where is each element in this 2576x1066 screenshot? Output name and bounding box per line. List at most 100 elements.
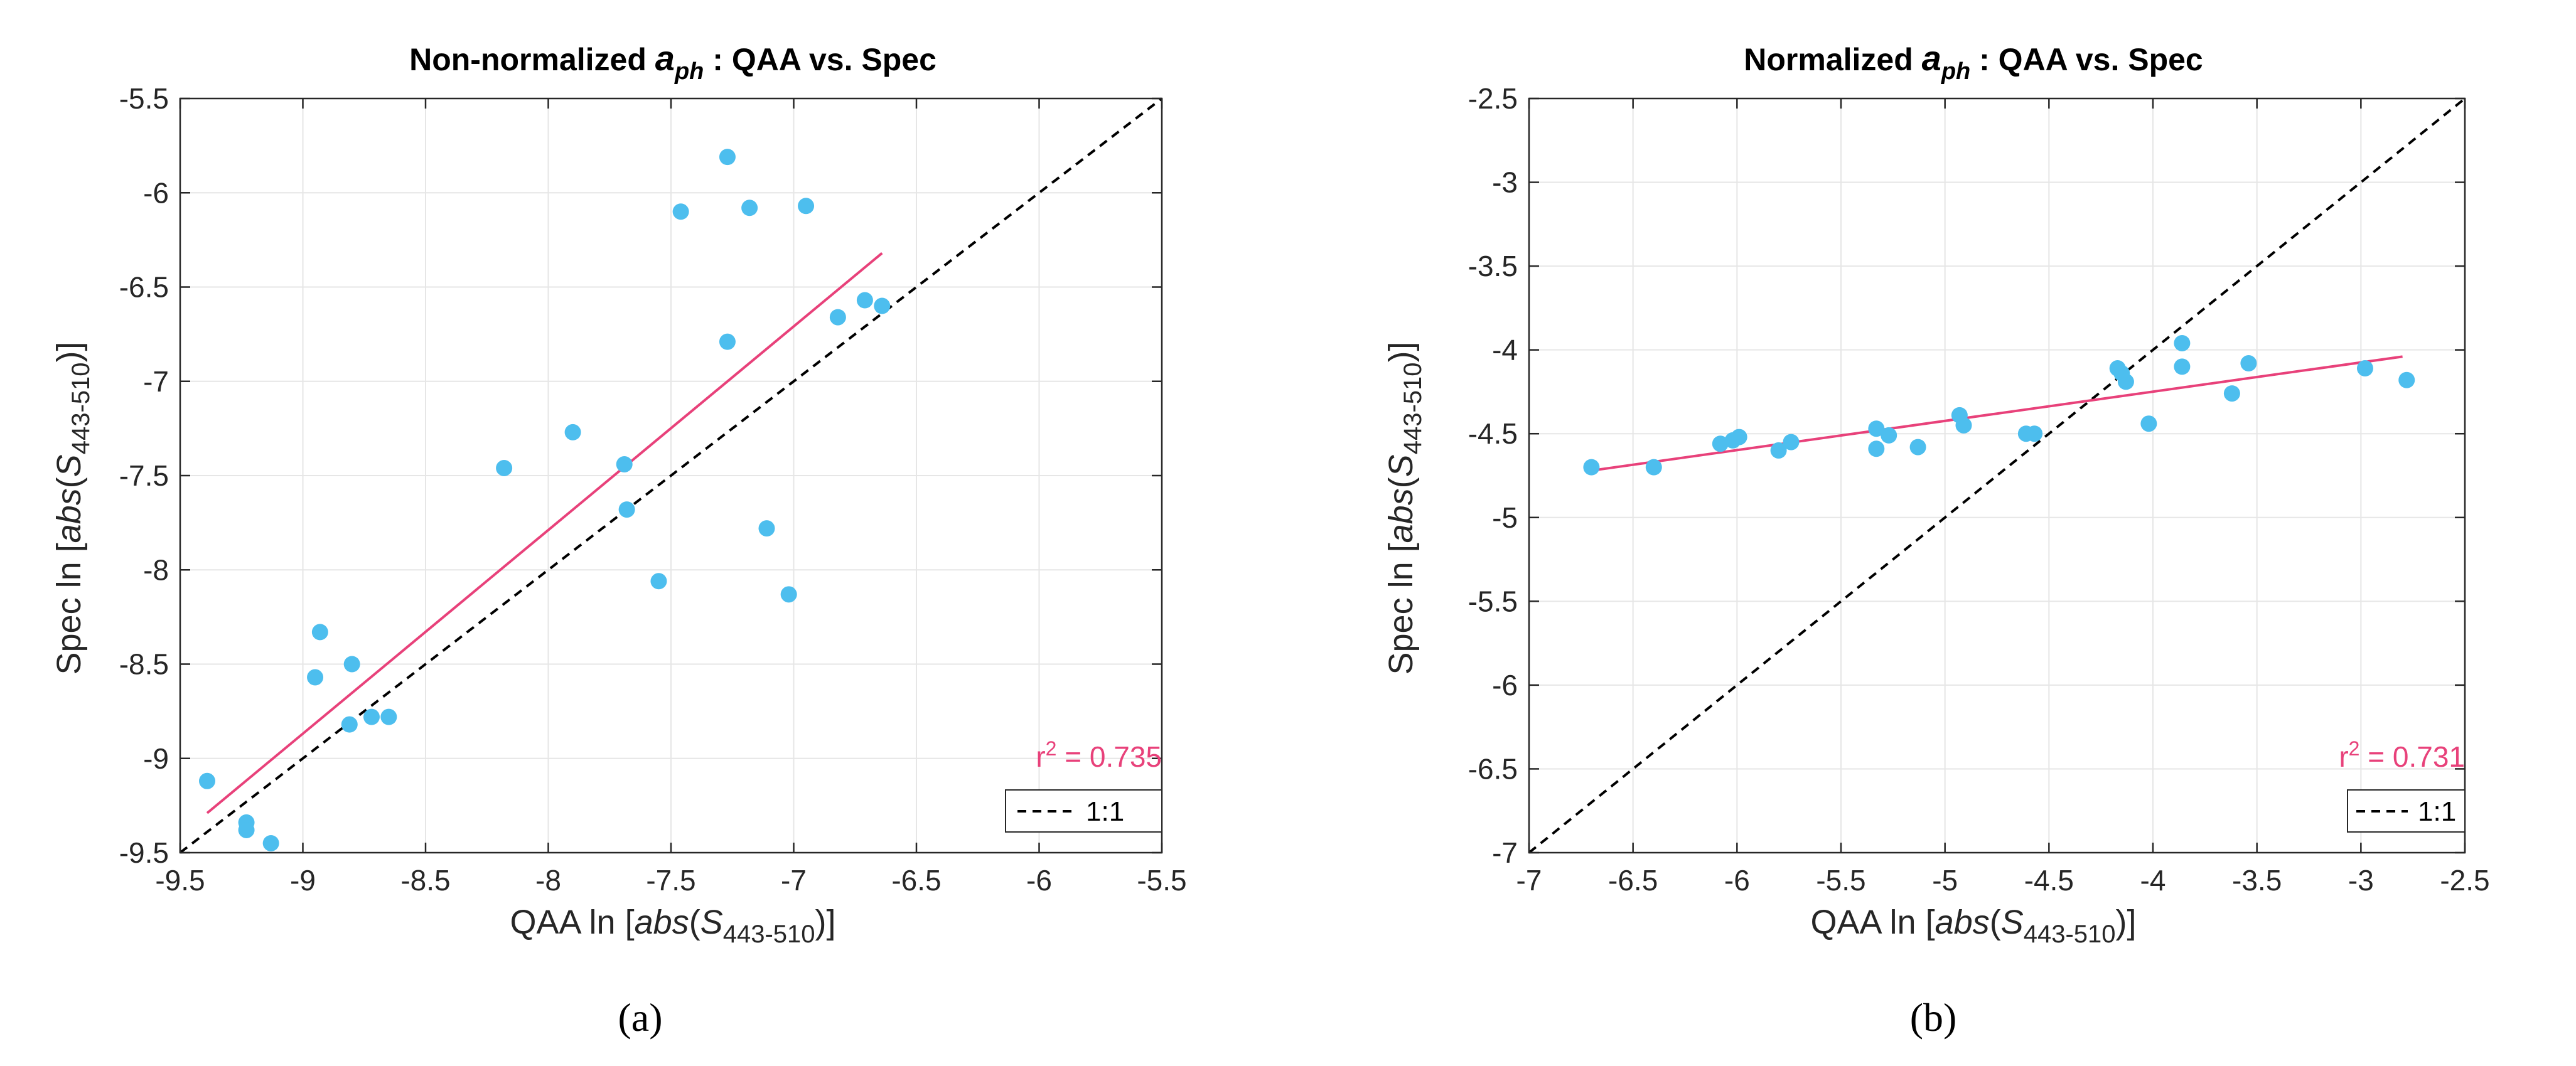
- data-point-b: [2174, 334, 2191, 351]
- data-point-a: [262, 834, 279, 851]
- chart-panel-a: -9.5 -9 -8.5 -8 -7.5 -7 -6.5 -6 -5.5 -9.5 -9 -8.5 -8…: [50, 38, 1187, 1040]
- legend-label-b: 1:1: [2418, 796, 2456, 827]
- data-point-a: [380, 708, 397, 725]
- legend-label-a: 1:1: [1086, 796, 1124, 827]
- data-point-b: [1868, 420, 1885, 437]
- data-points-a: [199, 149, 891, 851]
- y-tick-label-b: -2.5: [1468, 82, 1518, 115]
- data-point-a: [363, 708, 380, 725]
- identity-line-a: [179, 97, 1163, 854]
- legend-a: 1:1: [1005, 789, 1162, 833]
- regression-line-b: [1591, 355, 2403, 472]
- x-tick-label-b: -3: [2348, 864, 2374, 897]
- x-tick-label-b: -4: [2140, 864, 2166, 897]
- panel-label-a: (a): [618, 995, 662, 1040]
- data-point-a: [672, 203, 689, 220]
- data-point-a: [199, 772, 216, 789]
- chart-title-b: Normalized aph : QAA vs. Spec: [1744, 38, 2203, 85]
- axes-frame-b: [1528, 97, 2466, 854]
- y-tick-label-a: -7: [143, 365, 169, 398]
- chart-panel-b: -7 -6.5 -6 -5.5 -5 -4.5 -4 -3.5 -3 -2.5 -7 -6.5 -6 -5…: [1382, 38, 2490, 1040]
- data-point-a: [874, 297, 891, 314]
- data-point-b: [2223, 385, 2240, 402]
- data-point-b: [2240, 355, 2257, 372]
- data-point-b: [1783, 434, 1800, 450]
- data-point-b: [2174, 358, 2191, 375]
- data-point-a: [238, 821, 255, 838]
- data-point-a: [616, 456, 633, 472]
- x-tick-label-a: -9.5: [155, 864, 205, 897]
- legend-box-a: [1005, 789, 1162, 833]
- data-point-a: [780, 586, 797, 603]
- data-point-a: [650, 573, 667, 590]
- x-tick-label-b: -6: [1724, 864, 1750, 897]
- data-point-b: [1770, 442, 1787, 459]
- x-tick-label-b: -5: [1932, 864, 1958, 897]
- x-tick-label-a: -5.5: [1137, 864, 1186, 897]
- data-point-a: [311, 624, 328, 641]
- data-point-a: [719, 333, 736, 350]
- data-point-a: [343, 656, 360, 673]
- data-point-a: [758, 520, 775, 537]
- y-tick-label-b: -6.5: [1468, 752, 1518, 785]
- y-tick-label-b: -4: [1492, 334, 1518, 366]
- data-point-b: [1909, 439, 1926, 456]
- data-point-b: [1955, 417, 1972, 434]
- y-tick-label-a: -7.5: [119, 459, 169, 492]
- data-point-a: [856, 292, 873, 309]
- data-point-a: [307, 669, 324, 686]
- x-tick-label-a: -8: [535, 864, 561, 897]
- y-tick-label-a: -9.5: [119, 836, 169, 869]
- data-point-a: [719, 149, 736, 166]
- y-tick-label-b: -3: [1492, 166, 1518, 199]
- y-tick-label-a: -8: [143, 553, 169, 586]
- plot-area-b: [1529, 99, 2465, 853]
- data-point-b: [2026, 425, 2043, 442]
- data-point-b: [2356, 360, 2373, 377]
- data-point-b: [2398, 371, 2415, 388]
- data-point-b: [1583, 459, 1600, 476]
- y-tick-label-a: -6: [143, 176, 169, 209]
- data-point-a: [341, 716, 358, 733]
- data-point-b: [2140, 415, 2157, 432]
- y-tick-label-b: -5: [1492, 501, 1518, 534]
- x-axis-label-a: QAA ln [abs(S443-510)]: [510, 903, 836, 948]
- regression-line-a: [206, 252, 883, 814]
- legend-b: 1:1: [2347, 789, 2466, 833]
- x-tick-label-b: -2.5: [2440, 864, 2489, 897]
- x-tick-label-b: -6.5: [1608, 864, 1658, 897]
- x-tick-label-a: -6.5: [891, 864, 941, 897]
- y-axis-label-b: Spec ln [abs(S443-510)]: [1382, 341, 1427, 674]
- data-point-a: [564, 424, 581, 440]
- x-tick-label-b: -3.5: [2232, 864, 2282, 897]
- identity-line-b: [1528, 97, 2466, 854]
- data-point-b: [1868, 440, 1885, 457]
- panel-label-b: (b): [1910, 995, 1957, 1040]
- y-tick-label-b: -7: [1492, 836, 1518, 869]
- axes-a: -9.5 -9 -8.5 -8 -7.5 -7 -6.5 -6 -5.5 -9.5 -9 -8.5 -8…: [119, 82, 1187, 897]
- y-tick-label-b: -4.5: [1468, 417, 1518, 450]
- data-point-b: [1712, 435, 1729, 452]
- x-tick-label-a: -7: [781, 864, 807, 897]
- data-point-a: [741, 200, 758, 216]
- axes-b: -7 -6.5 -6 -5.5 -5 -4.5 -4 -3.5 -3 -2.5 -7 -6.5 -6 -5…: [1468, 82, 2490, 897]
- data-point-b: [1881, 427, 1897, 444]
- data-points-b: [1583, 334, 2415, 476]
- data-point-a: [496, 459, 513, 476]
- x-tick-label-a: -7.5: [646, 864, 695, 897]
- lines-b: [1528, 97, 2466, 854]
- y-tick-label-a: -9: [143, 742, 169, 775]
- data-point-a: [798, 198, 815, 215]
- r-squared-annotation-b: r2 = 0.731: [2339, 737, 2465, 773]
- y-tick-label-b: -3.5: [1468, 250, 1518, 282]
- x-tick-label-b: -7: [1516, 864, 1542, 897]
- x-axis-label-b: QAA ln [abs(S443-510)]: [1811, 903, 2137, 948]
- data-point-a: [618, 501, 635, 518]
- data-point-b: [1645, 459, 1662, 476]
- x-tick-label-a: -9: [290, 864, 316, 897]
- x-tick-label-b: -4.5: [2024, 864, 2074, 897]
- chart-title-a: Non-normalized aph : QAA vs. Spec: [409, 38, 936, 85]
- lines-a: [179, 97, 1163, 854]
- y-tick-label-a: -6.5: [119, 271, 169, 304]
- data-point-a: [829, 309, 846, 326]
